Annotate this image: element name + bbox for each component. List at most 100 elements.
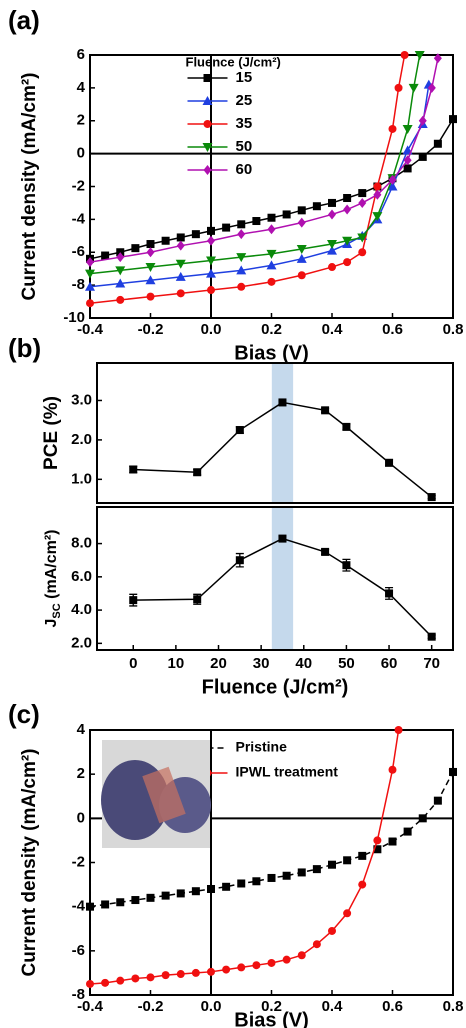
marker	[203, 120, 212, 128]
marker	[372, 212, 383, 222]
y-tick-label: 4	[77, 721, 86, 738]
marker	[343, 909, 352, 918]
marker	[427, 632, 436, 641]
y-tick-label: 2.0	[71, 634, 92, 651]
marker	[207, 967, 215, 976]
marker	[296, 253, 307, 263]
marker	[235, 426, 244, 435]
marker	[403, 827, 412, 836]
marker	[191, 887, 200, 896]
marker	[237, 220, 246, 229]
marker	[206, 268, 216, 278]
marker	[129, 596, 138, 605]
marker	[278, 398, 287, 407]
marker	[282, 955, 291, 964]
marker	[358, 248, 367, 257]
marker	[321, 406, 330, 415]
x-tick-label: 40	[295, 655, 312, 672]
marker	[266, 260, 277, 270]
marker	[252, 217, 261, 226]
marker	[358, 189, 367, 198]
marker	[146, 247, 155, 258]
y-axis-title-subscript: SC	[51, 603, 63, 618]
marker	[282, 210, 291, 219]
marker	[235, 556, 244, 565]
marker	[433, 796, 442, 805]
marker	[385, 458, 394, 467]
marker	[175, 271, 186, 281]
y-axis-title-main: Current density (mA/cm²)	[19, 72, 40, 300]
legend-title: Fluence (J/cm²)	[186, 54, 281, 69]
x-tick-label: -0.4	[77, 998, 104, 1015]
marker	[193, 595, 202, 604]
marker	[85, 281, 95, 291]
marker	[176, 970, 185, 979]
x-tick-label: 0.0	[201, 998, 222, 1015]
marker	[297, 868, 306, 877]
y-axis-title-main: J	[43, 619, 60, 628]
plot-frame	[96, 362, 454, 504]
y-tick-label: -8	[72, 986, 85, 1003]
marker	[297, 206, 306, 215]
marker	[203, 165, 212, 175]
marker	[131, 896, 140, 905]
legend-label: 15	[236, 69, 253, 86]
y-axis-title: JSC (mA/cm²)	[43, 530, 63, 628]
marker	[328, 860, 336, 869]
marker	[191, 230, 200, 239]
marker	[358, 197, 367, 208]
marker	[327, 240, 337, 250]
y-tick-label: 6	[77, 46, 85, 63]
x-axis-title: Fluence (J/cm²)	[202, 676, 349, 698]
marker	[202, 143, 213, 152]
marker	[146, 240, 155, 249]
marker	[176, 889, 185, 898]
marker	[328, 198, 336, 207]
y-tick-label: -4	[72, 210, 86, 227]
series-line	[133, 537, 433, 638]
marker	[385, 589, 394, 598]
marker	[266, 249, 277, 259]
x-tick-label: 0.4	[322, 321, 344, 338]
series-line	[89, 118, 454, 260]
marker	[207, 235, 215, 246]
marker	[146, 973, 155, 982]
marker	[252, 961, 261, 970]
marker	[206, 256, 216, 266]
y-tick-label: 8.0	[71, 535, 92, 552]
marker	[86, 299, 94, 308]
marker	[327, 245, 337, 255]
plot-frame	[96, 506, 454, 651]
x-tick-label: 0	[129, 655, 137, 672]
marker	[328, 209, 336, 220]
marker	[449, 115, 457, 124]
marker	[400, 51, 409, 59]
panel-label: (c)	[8, 699, 40, 729]
y-tick-label: 4	[77, 79, 86, 96]
marker	[176, 289, 185, 298]
series-line	[133, 401, 433, 498]
panel-label: (b)	[8, 333, 41, 363]
marker	[237, 879, 246, 888]
series-line	[89, 58, 439, 263]
x-tick-label: 0.0	[201, 321, 222, 338]
highlight-band	[271, 363, 294, 503]
marker	[418, 814, 427, 823]
y-tick-label: -4	[72, 898, 86, 915]
marker	[236, 253, 247, 263]
y-tick-label: 2	[77, 112, 85, 129]
marker	[394, 726, 403, 734]
marker	[418, 115, 427, 126]
marker	[222, 965, 231, 974]
y-tick-label: -6	[72, 942, 85, 959]
marker	[175, 259, 186, 269]
marker	[312, 940, 321, 949]
marker	[388, 174, 397, 185]
marker	[161, 236, 170, 245]
marker	[408, 83, 419, 93]
device-film	[142, 766, 186, 824]
marker	[267, 873, 276, 882]
marker	[373, 836, 382, 845]
x-tick-label: -0.2	[138, 998, 164, 1015]
marker	[116, 295, 125, 304]
